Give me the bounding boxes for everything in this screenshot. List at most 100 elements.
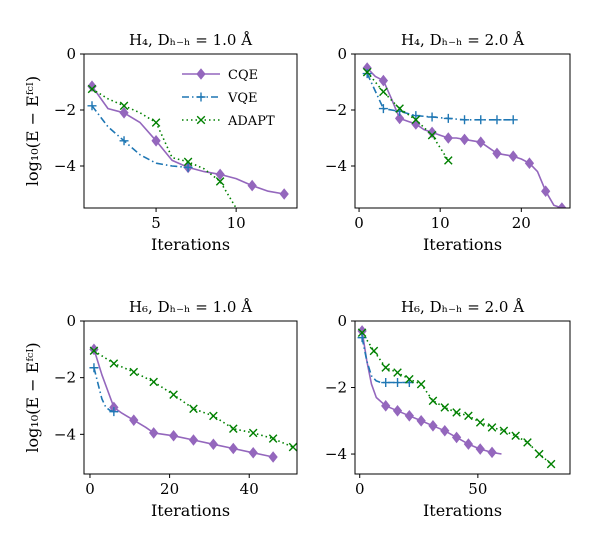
x-tick-label: 10 — [431, 214, 450, 232]
x-axis-label: Iterations — [423, 501, 502, 520]
data-point-adapt — [428, 396, 438, 406]
data-point-cqe — [279, 188, 289, 200]
y-axis-label: log₁₀(E − Eᶠᶜᴵ) — [23, 342, 42, 452]
data-point-adapt — [209, 411, 218, 421]
series-line-vqe — [91, 105, 189, 169]
data-point-cqe — [119, 106, 129, 119]
data-point-adapt — [129, 367, 139, 377]
panel-title: H₄, Dₕ₋ₕ = 2.0 Å — [401, 31, 524, 49]
axes-frame — [354, 320, 571, 475]
data-point-adapt — [416, 379, 426, 389]
series-line-adapt — [91, 88, 237, 208]
data-point-adapt — [411, 115, 421, 125]
series-cqe — [87, 80, 289, 200]
series-line-vqe — [93, 367, 118, 413]
y-tick-label: −2 — [325, 101, 347, 119]
panel-title: H₆, Dₕ₋ₕ = 2.0 Å — [401, 298, 524, 316]
x-tick-label: 20 — [160, 480, 179, 498]
series-adapt — [87, 84, 237, 208]
data-point-cqe — [188, 434, 199, 446]
data-point-cqe — [248, 446, 258, 459]
data-point-adapt — [169, 390, 178, 399]
data-point-adapt — [523, 438, 532, 447]
y-tick-label: −2 — [325, 379, 347, 397]
x-tick-label: 10 — [227, 214, 246, 232]
data-point-cqe — [168, 429, 179, 442]
data-point-adapt — [248, 428, 258, 438]
data-point-vqe — [476, 115, 486, 125]
x-tick-label: 40 — [240, 480, 259, 498]
axes-frame — [83, 53, 298, 209]
data-point-adapt — [464, 411, 473, 421]
data-point-cqe — [492, 147, 502, 160]
y-tick-label: −4 — [325, 445, 347, 463]
data-point-vqe — [362, 69, 372, 79]
x-tick-label: 0 — [355, 480, 365, 498]
data-point-cqe — [378, 74, 389, 87]
y-tick-label: −4 — [325, 157, 347, 175]
data-point-adapt — [395, 104, 404, 113]
data-point-cqe — [228, 442, 238, 455]
data-point-adapt — [87, 84, 97, 94]
series-adapt — [362, 67, 453, 165]
chart-panel-2: 0 10 20 0 −2 −4 H₄, Dₕ₋ₕ = 2.0 Å Iterations — [325, 31, 571, 254]
series-cqe — [89, 343, 278, 463]
data-point-adapt — [369, 346, 379, 356]
data-point-adapt — [288, 442, 297, 452]
data-point-cqe — [443, 132, 453, 144]
data-point-cqe — [475, 443, 485, 455]
data-point-adapt — [151, 118, 161, 127]
series-cqe — [362, 62, 567, 208]
series-line-adapt — [93, 350, 294, 448]
y-tick-label: 0 — [66, 312, 76, 330]
data-point-vqe — [443, 113, 453, 123]
data-point-vqe — [89, 363, 99, 373]
data-point-cqe — [476, 136, 486, 149]
data-point-adapt — [534, 449, 544, 459]
data-point-cqe — [557, 202, 567, 208]
chart-panel-1: 5 10 0 −2 −4 H₄, Dₕ₋ₕ = 1.0 Å Iterations log₁₀(… — [23, 31, 298, 254]
data-point-cqe — [87, 80, 97, 93]
data-point-adapt — [109, 359, 119, 368]
data-point-adapt — [475, 418, 485, 427]
legend-label-cqe: CQE — [228, 68, 258, 83]
data-point-vqe — [411, 111, 421, 121]
data-point-adapt — [183, 157, 193, 167]
series-line-vqe — [366, 73, 514, 121]
data-point-cqe — [208, 438, 219, 451]
x-axis-label: Iterations — [151, 235, 230, 254]
data-point-cqe — [151, 134, 161, 147]
y-tick-label: 0 — [337, 45, 347, 63]
data-point-cqe — [392, 405, 403, 417]
data-point-adapt — [357, 328, 367, 337]
data-point-adapt — [393, 368, 402, 377]
data-point-cqe — [427, 126, 437, 139]
data-point-cqe — [404, 409, 414, 422]
y-tick-label: −4 — [54, 425, 76, 443]
series-line-cqe — [361, 330, 502, 455]
data-point-cqe — [508, 150, 518, 163]
series-line-adapt — [361, 332, 552, 465]
data-point-vqe — [119, 136, 129, 146]
x-tick-label: 20 — [512, 214, 531, 232]
data-point-cqe — [487, 446, 497, 459]
series-adapt — [357, 328, 556, 469]
data-point-adapt — [229, 424, 238, 433]
panel-title: H₆, Dₕ₋ₕ = 1.0 Å — [129, 298, 252, 316]
chart-panel-4: 0 50 0 −2 −4 H₆, Dₕ₋ₕ = 2.0 Å Iterations — [325, 298, 571, 520]
chart-panel-3: 0 20 40 0 −2 −4 H₆, Dₕ₋ₕ = 1.0 Å Iterations log₁… — [23, 298, 298, 520]
axes-frame — [83, 320, 298, 475]
data-point-cqe — [459, 133, 470, 146]
x-tick-label: 0 — [354, 214, 364, 232]
data-point-cqe — [268, 451, 278, 463]
data-point-adapt — [444, 156, 453, 165]
legend-label-adapt: ADAPT — [227, 114, 275, 129]
data-point-adapt — [487, 423, 497, 432]
data-point-cqe — [463, 438, 474, 450]
data-point-cqe — [440, 424, 450, 437]
series-cqe — [357, 325, 502, 459]
data-point-adapt — [440, 403, 450, 412]
data-point-adapt — [381, 363, 391, 372]
data-point-adapt — [149, 377, 158, 387]
